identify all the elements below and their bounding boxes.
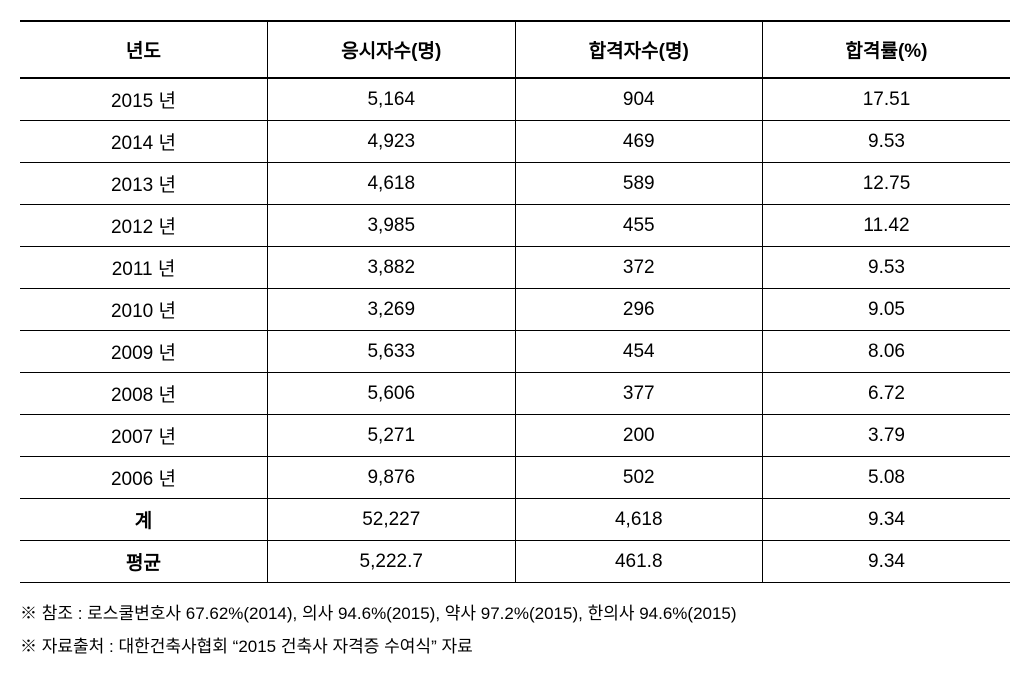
cell-passers: 469 [515,121,763,163]
cell-applicants: 5,606 [268,373,516,415]
cell-passers: 589 [515,163,763,205]
cell-rate: 11.42 [763,205,1011,247]
data-table: 년도 응시자수(명) 합격자수(명) 합격률(%) 2015 년 5,164 9… [20,20,1010,583]
header-applicants: 응시자수(명) [268,21,516,78]
cell-applicants: 9,876 [268,457,516,499]
cell-applicants: 3,882 [268,247,516,289]
cell-rate: 9.53 [763,247,1011,289]
table-row: 2010 년 3,269 296 9.05 [20,289,1010,331]
header-year: 년도 [20,21,268,78]
cell-avg-passers: 461.8 [515,541,763,583]
cell-year: 2010 년 [20,289,268,331]
cell-passers: 502 [515,457,763,499]
table-row-average: 평균 5,222.7 461.8 9.34 [20,541,1010,583]
cell-applicants: 5,271 [268,415,516,457]
table-row: 2011 년 3,882 372 9.53 [20,247,1010,289]
table-body: 2015 년 5,164 904 17.51 2014 년 4,923 469 … [20,78,1010,583]
cell-year: 2006 년 [20,457,268,499]
table-row: 2009 년 5,633 454 8.06 [20,331,1010,373]
table-row: 2007 년 5,271 200 3.79 [20,415,1010,457]
cell-passers: 296 [515,289,763,331]
table-row: 2006 년 9,876 502 5.08 [20,457,1010,499]
footnote-source: ※ 자료출처 : 대한건축사협회 “2015 건축사 자격증 수여식” 자료 [20,632,1010,663]
cell-year: 2015 년 [20,78,268,121]
cell-applicants: 4,618 [268,163,516,205]
cell-year: 2008 년 [20,373,268,415]
cell-year: 2013 년 [20,163,268,205]
cell-rate: 6.72 [763,373,1011,415]
table-row: 2013 년 4,618 589 12.75 [20,163,1010,205]
table-row: 2014 년 4,923 469 9.53 [20,121,1010,163]
footnote-reference: ※ 참조 : 로스쿨변호사 67.62%(2014), 의사 94.6%(201… [20,599,1010,630]
cell-rate: 3.79 [763,415,1011,457]
table-row: 2012 년 3,985 455 11.42 [20,205,1010,247]
table-row: 2015 년 5,164 904 17.51 [20,78,1010,121]
cell-avg-rate: 9.34 [763,541,1011,583]
cell-year: 2009 년 [20,331,268,373]
cell-applicants: 5,633 [268,331,516,373]
cell-avg-applicants: 5,222.7 [268,541,516,583]
cell-applicants: 4,923 [268,121,516,163]
cell-year: 2011 년 [20,247,268,289]
cell-rate: 9.53 [763,121,1011,163]
cell-year: 2012 년 [20,205,268,247]
header-row: 년도 응시자수(명) 합격자수(명) 합격률(%) [20,21,1010,78]
cell-passers: 904 [515,78,763,121]
cell-rate: 9.05 [763,289,1011,331]
cell-rate: 5.08 [763,457,1011,499]
table-row: 2008 년 5,606 377 6.72 [20,373,1010,415]
cell-rate: 17.51 [763,78,1011,121]
cell-rate: 12.75 [763,163,1011,205]
cell-total-applicants: 52,227 [268,499,516,541]
table-header: 년도 응시자수(명) 합격자수(명) 합격률(%) [20,21,1010,78]
cell-total-passers: 4,618 [515,499,763,541]
header-passers: 합격자수(명) [515,21,763,78]
cell-rate: 8.06 [763,331,1011,373]
cell-applicants: 5,164 [268,78,516,121]
cell-passers: 454 [515,331,763,373]
cell-avg-label: 평균 [20,541,268,583]
header-rate: 합격률(%) [763,21,1011,78]
table-row-total: 계 52,227 4,618 9.34 [20,499,1010,541]
cell-year: 2007 년 [20,415,268,457]
footnotes: ※ 참조 : 로스쿨변호사 67.62%(2014), 의사 94.6%(201… [20,599,1010,662]
cell-total-rate: 9.34 [763,499,1011,541]
cell-total-label: 계 [20,499,268,541]
cell-passers: 455 [515,205,763,247]
cell-applicants: 3,985 [268,205,516,247]
cell-passers: 377 [515,373,763,415]
cell-year: 2014 년 [20,121,268,163]
cell-applicants: 3,269 [268,289,516,331]
cell-passers: 372 [515,247,763,289]
cell-passers: 200 [515,415,763,457]
